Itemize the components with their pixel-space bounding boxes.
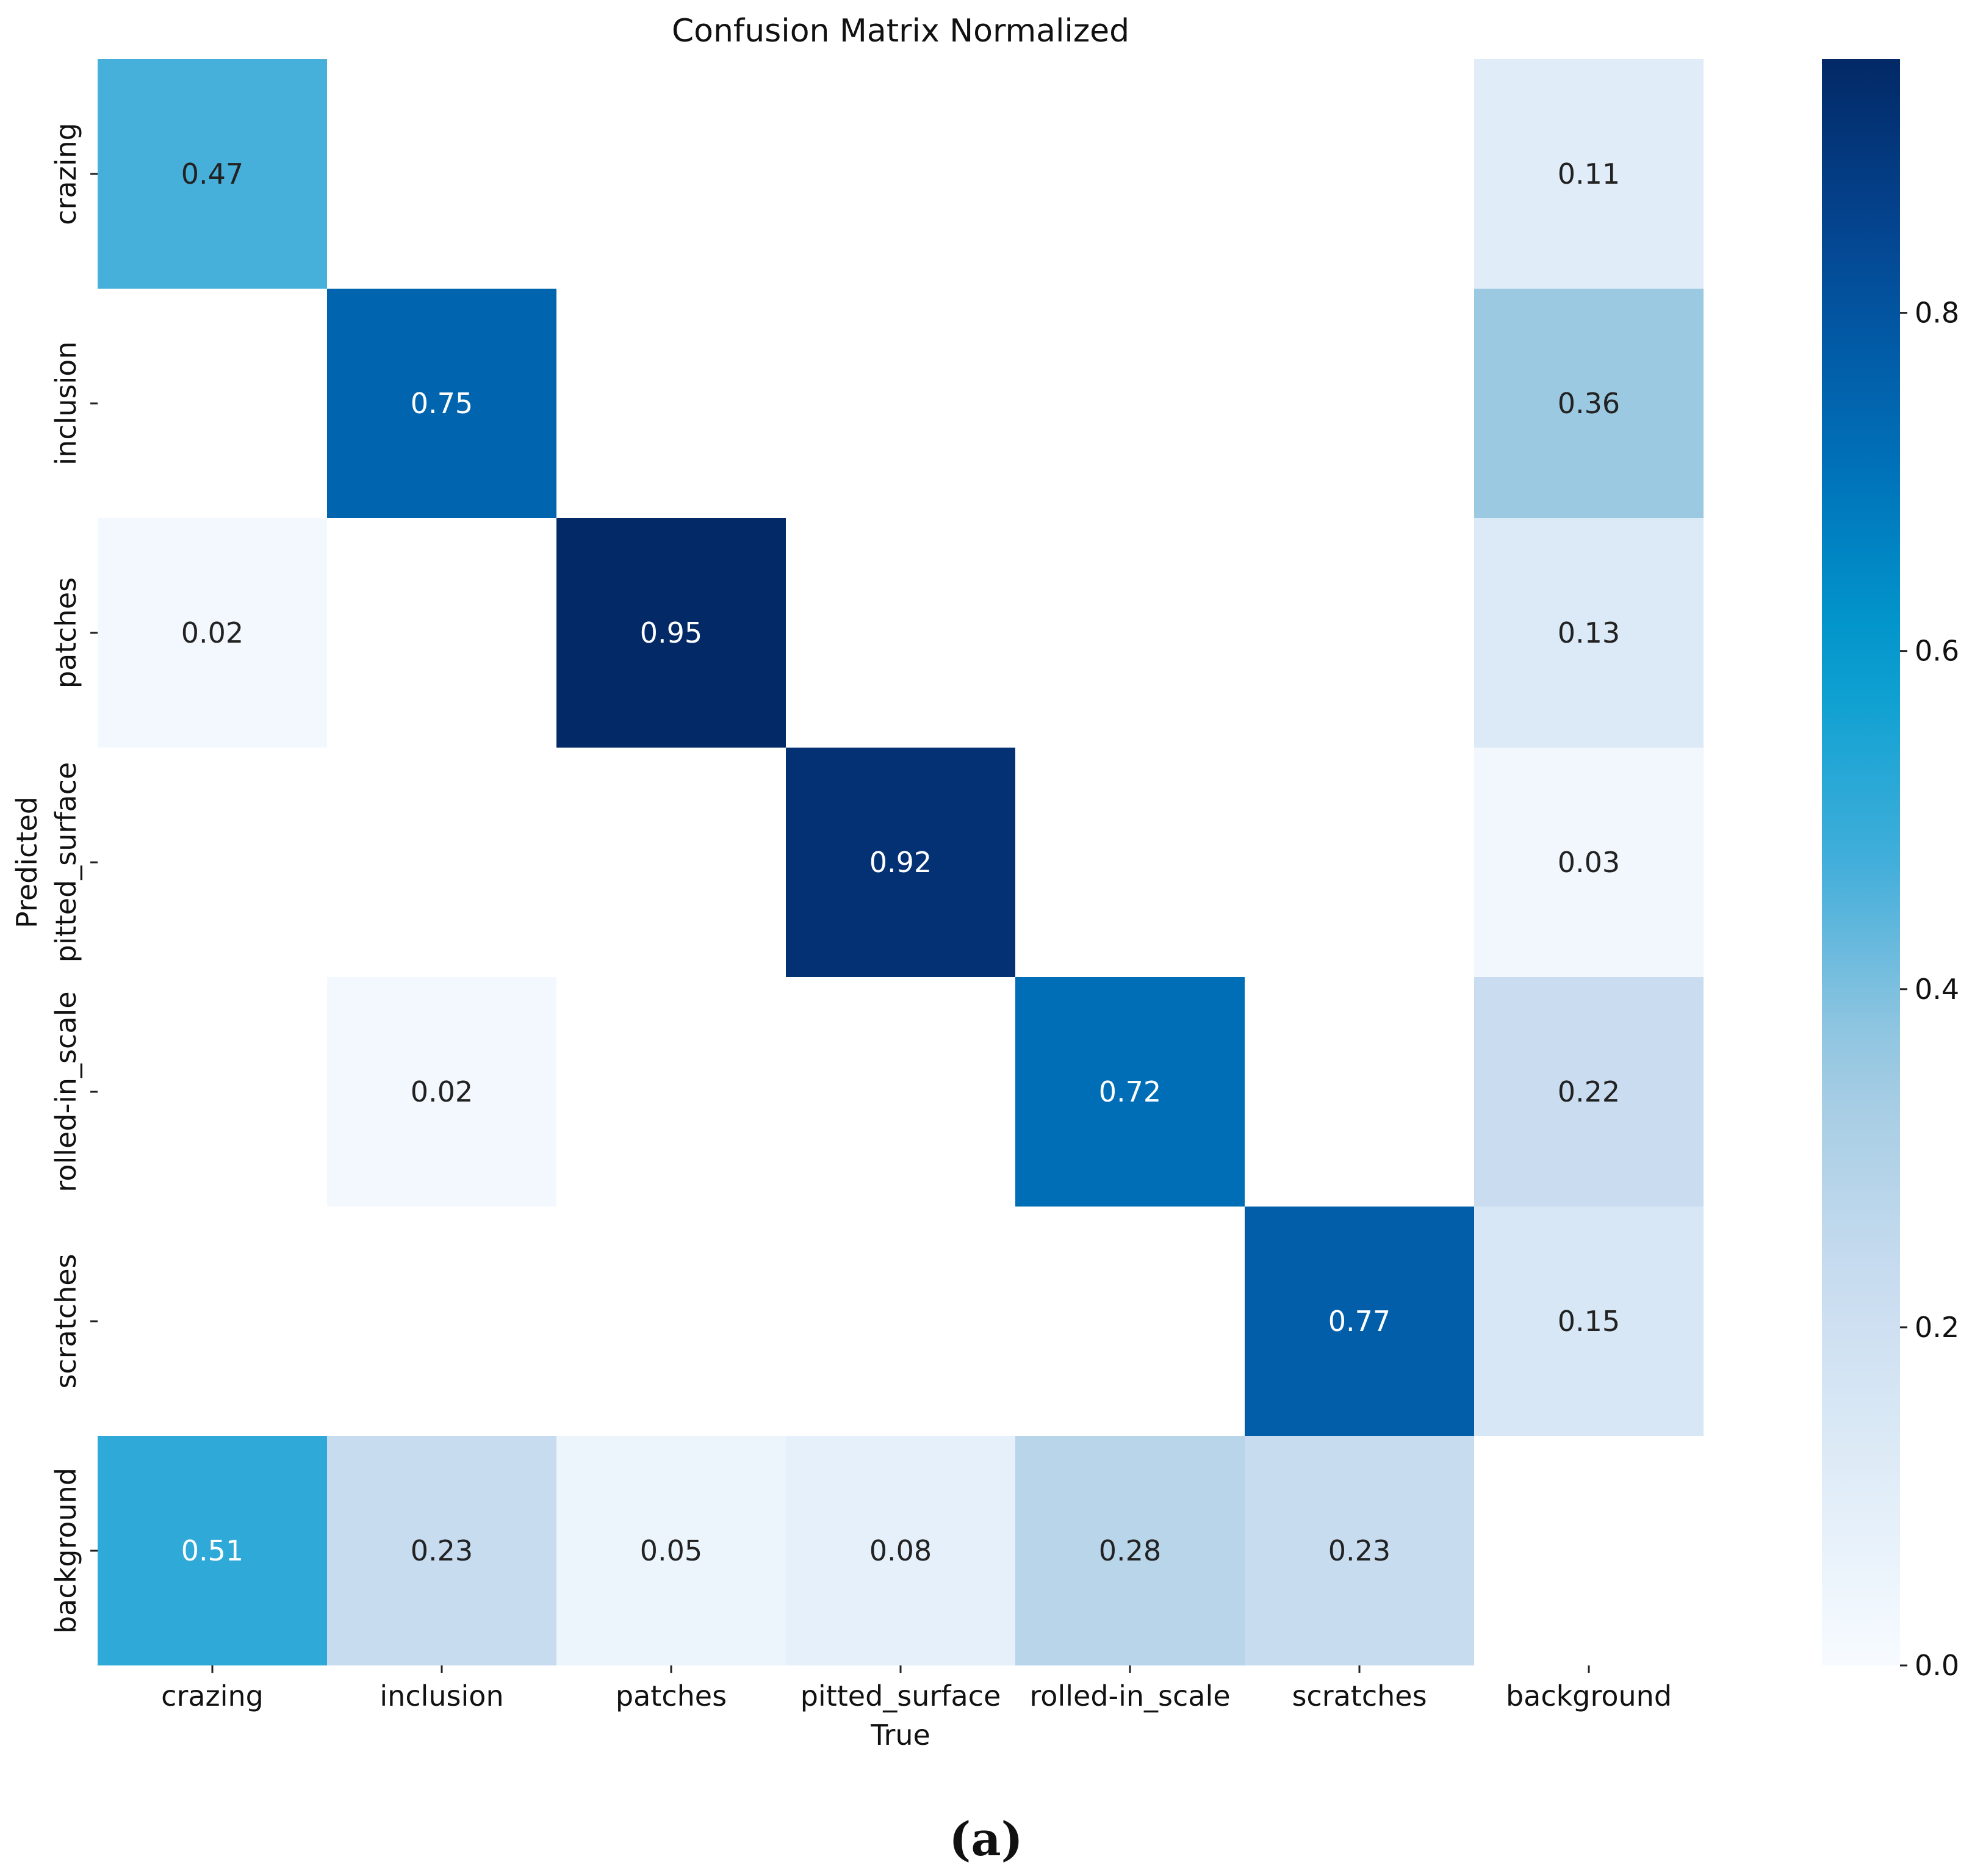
x-tick-label: scratches [1292,1679,1427,1712]
heatmap-cell [556,1436,786,1665]
cell-value-label: 0.75 [411,387,473,420]
heatmap-cell [556,518,786,748]
cell-value-label: 0.15 [1558,1305,1620,1338]
cell-value-label: 0.36 [1558,387,1620,420]
cell-value-label: 0.95 [640,616,702,649]
cell-value-label: 0.47 [181,157,243,190]
cell-value-label: 0.03 [1558,846,1620,879]
cell-value-label: 0.28 [1099,1534,1161,1567]
x-tick-label: crazing [161,1679,264,1712]
y-tick-label: rolled-in_scale [49,991,82,1192]
heatmap-cells: 0.47 0.11 0.75 0.36 0.02 0.95 0.13 0.92 0.03 0.02… [98,59,1704,1665]
colorbar-tick-label: 0.8 [1915,297,1959,330]
y-axis-label: Predicted [10,796,43,928]
y-tick-label: pitted_surface [49,762,82,963]
heatmap-cell [327,1436,556,1665]
cell-value-label: 0.77 [1328,1305,1391,1338]
y-tick-label: inclusion [49,341,82,465]
cell-value-label: 0.72 [1099,1075,1161,1108]
cell-value-label: 0.13 [1558,616,1620,649]
heatmap-cell [1474,748,1704,977]
heatmap-cell [98,59,327,289]
heatmap-cell [1245,1436,1474,1665]
cell-value-label: 0.51 [181,1534,243,1567]
heatmap-cell [1474,59,1704,289]
cell-value-label: 0.92 [869,846,932,879]
y-tick-label: crazing [49,123,82,225]
heatmap-cell [1474,977,1704,1207]
colorbar-tick-label: 0.6 [1915,635,1959,668]
x-tick-label: rolled-in_scale [1029,1679,1230,1712]
heatmap-cell [786,748,1015,977]
cell-value-label: 0.02 [181,616,243,649]
colorbar-tick-label: 0.2 [1915,1311,1959,1344]
figure-caption: (a) [949,1812,1023,1866]
cell-value-label: 0.23 [411,1534,473,1567]
heatmap-cell [786,1436,1015,1665]
x-tick-label: inclusion [380,1679,503,1712]
y-tick-label: scratches [49,1254,82,1388]
heatmap-cell [1474,518,1704,748]
heatmap-cell [1015,977,1245,1207]
colorbar-tick-label: 0.0 [1915,1649,1959,1682]
heatmap-cell [1474,289,1704,518]
cell-value-label: 0.11 [1558,157,1620,190]
colorbar-tick-label: 0.4 [1915,973,1959,1006]
y-tick-label: background [49,1468,82,1634]
y-axis-ticks: crazing inclusion patches pitted_surfacerol… [49,123,98,1634]
x-axis-ticks: crazing inclusion patches pitted_surface rol… [161,1665,1672,1712]
heatmap-cell [1245,1207,1474,1436]
x-axis-label: True [870,1719,930,1752]
heatmap-cell [1015,1436,1245,1665]
cell-value-label: 0.05 [640,1534,702,1567]
x-tick-label: pitted_surface [801,1679,1001,1712]
y-tick-label: patches [49,577,82,688]
chart-title: Confusion Matrix Normalized [672,13,1129,49]
cell-value-label: 0.02 [411,1075,473,1108]
cell-value-label: 0.08 [869,1534,932,1567]
heatmap-cell [1474,1207,1704,1436]
colorbar-gradient [1822,59,1900,1665]
heatmap-cell [98,518,327,748]
cell-value-label: 0.22 [1558,1075,1620,1108]
heatmap-cell [98,1436,327,1665]
heatmap-cell [327,289,556,518]
heatmap-cell [327,977,556,1207]
colorbar: 0.0 0.2 0.4 0.6 0.8 [1822,59,1959,1682]
x-tick-label: background [1506,1679,1672,1712]
cell-value-label: 0.23 [1328,1534,1391,1567]
x-tick-label: patches [616,1679,727,1712]
